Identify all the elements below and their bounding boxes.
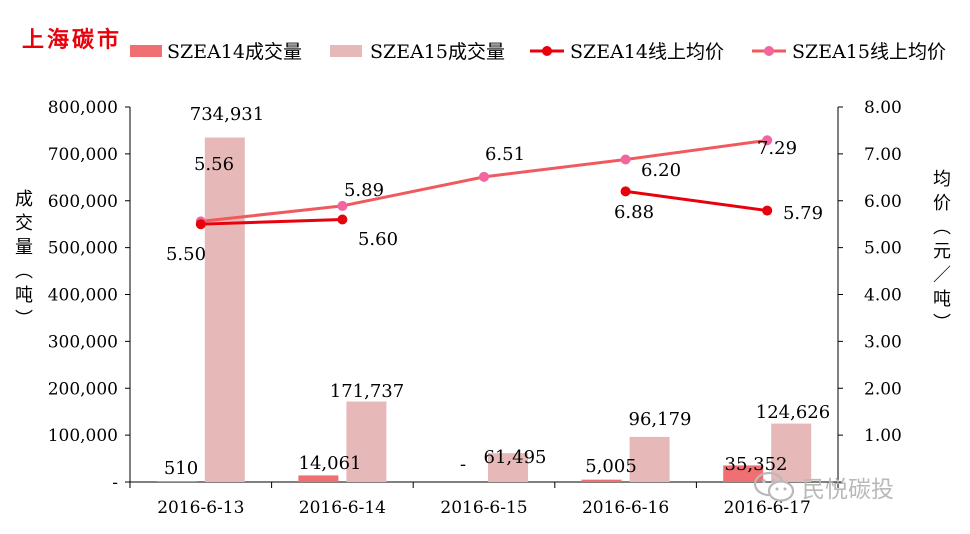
y-axis-title-right: 价 — [933, 193, 951, 214]
data-label-szea14-price: 5.50 — [166, 244, 206, 265]
y-tick-label-right: 6.00 — [864, 192, 902, 212]
wechat-icon — [752, 471, 796, 503]
y-tick-label-left: - — [112, 473, 118, 493]
y-tick-label-left: 200,000 — [48, 379, 118, 399]
y-tick-label-left: 700,000 — [48, 145, 118, 165]
szea15-price-point — [621, 155, 631, 165]
szea14-price-point — [621, 186, 631, 196]
y-axis-title-left: 量 — [15, 237, 33, 258]
bar-szea15 — [205, 138, 245, 482]
y-tick-label-right: 3.00 — [864, 332, 902, 352]
y-axis-title-right: ︵ — [933, 217, 951, 238]
y-tick-label-right: 5.00 — [864, 239, 902, 259]
data-label-szea14-price: 5.60 — [358, 229, 398, 250]
data-label-szea15-volume: 124,626 — [756, 402, 830, 423]
data-label-szea15-price: 6.51 — [485, 144, 525, 165]
y-tick-label-left: 800,000 — [48, 98, 118, 118]
bar-szea14 — [298, 475, 338, 482]
data-label-szea15-volume: 734,931 — [190, 104, 264, 125]
data-label-szea15-volume: 96,179 — [629, 409, 692, 430]
legend-label: SZEA15成交量 — [370, 41, 505, 63]
data-label-szea14-volume: 510 — [164, 458, 198, 479]
x-tick-label: 2016-6-15 — [440, 498, 527, 518]
y-tick-label-left: 400,000 — [48, 286, 118, 306]
y-axis-title-right: 元 — [933, 241, 951, 262]
watermark-text: 民悦碳投 — [802, 470, 894, 504]
data-label-szea15-price: 6.20 — [641, 160, 681, 181]
y-axis-title-left: 成 — [15, 189, 33, 210]
legend-label: SZEA14成交量 — [167, 41, 302, 63]
data-label-szea15-volume: 61,495 — [484, 447, 547, 468]
x-tick-label: 2016-6-13 — [157, 498, 244, 518]
y-tick-label-left: 500,000 — [48, 239, 118, 259]
szea15-price-point — [337, 201, 347, 211]
legend-swatch-marker — [542, 46, 552, 56]
y-tick-label-right: 7.00 — [864, 145, 902, 165]
y-tick-label-left: 600,000 — [48, 192, 118, 212]
y-axis-title-left: 交 — [15, 213, 33, 234]
legend-label: SZEA15线上均价 — [792, 41, 946, 63]
y-tick-label-right: 1.00 — [864, 426, 902, 446]
legend-swatch-marker — [764, 46, 774, 56]
y-tick-label-right: 4.00 — [864, 286, 902, 306]
data-label-szea15-price: 7.29 — [757, 138, 797, 159]
bar-szea14 — [582, 480, 622, 482]
y-axis-title-left: ︶ — [15, 309, 33, 330]
szea14-price-point — [337, 215, 347, 225]
legend-swatch — [130, 45, 162, 57]
data-label-szea14-volume: 14,061 — [299, 453, 362, 474]
data-label-szea14-price: 6.88 — [614, 202, 654, 223]
y-axis-title-left: 吨 — [15, 285, 33, 306]
y-tick-label-right: 8.00 — [864, 98, 902, 118]
data-label-szea15-price: 5.89 — [344, 180, 384, 201]
x-tick-label: 2016-6-16 — [582, 498, 669, 518]
szea15-price-point — [479, 172, 489, 182]
y-axis-title-left: ︵ — [15, 261, 33, 282]
y-axis-title-right: ／ — [933, 265, 951, 286]
y-tick-label-left: 300,000 — [48, 332, 118, 352]
y-axis-title-right: ︶ — [933, 313, 951, 334]
data-label-szea14-volume: - — [460, 454, 466, 475]
data-label-szea14-price: 5.79 — [783, 203, 823, 224]
y-axis-title-right: 均 — [933, 169, 951, 190]
szea14-price-point — [762, 206, 772, 216]
x-tick-label: 2016-6-14 — [299, 498, 386, 518]
y-axis-title-right: 吨 — [933, 289, 951, 310]
y-tick-label-left: 100,000 — [48, 426, 118, 446]
data-label-szea15-price: 5.56 — [194, 154, 234, 175]
legend-label: SZEA14线上均价 — [570, 41, 724, 63]
data-label-szea14-volume: 5,005 — [585, 456, 637, 477]
legend-swatch — [330, 45, 362, 57]
y-tick-label-right: 2.00 — [864, 379, 902, 399]
watermark: 民悦碳投 — [752, 470, 894, 504]
data-label-szea15-volume: 171,737 — [330, 381, 404, 402]
szea14-price-point — [196, 219, 206, 229]
